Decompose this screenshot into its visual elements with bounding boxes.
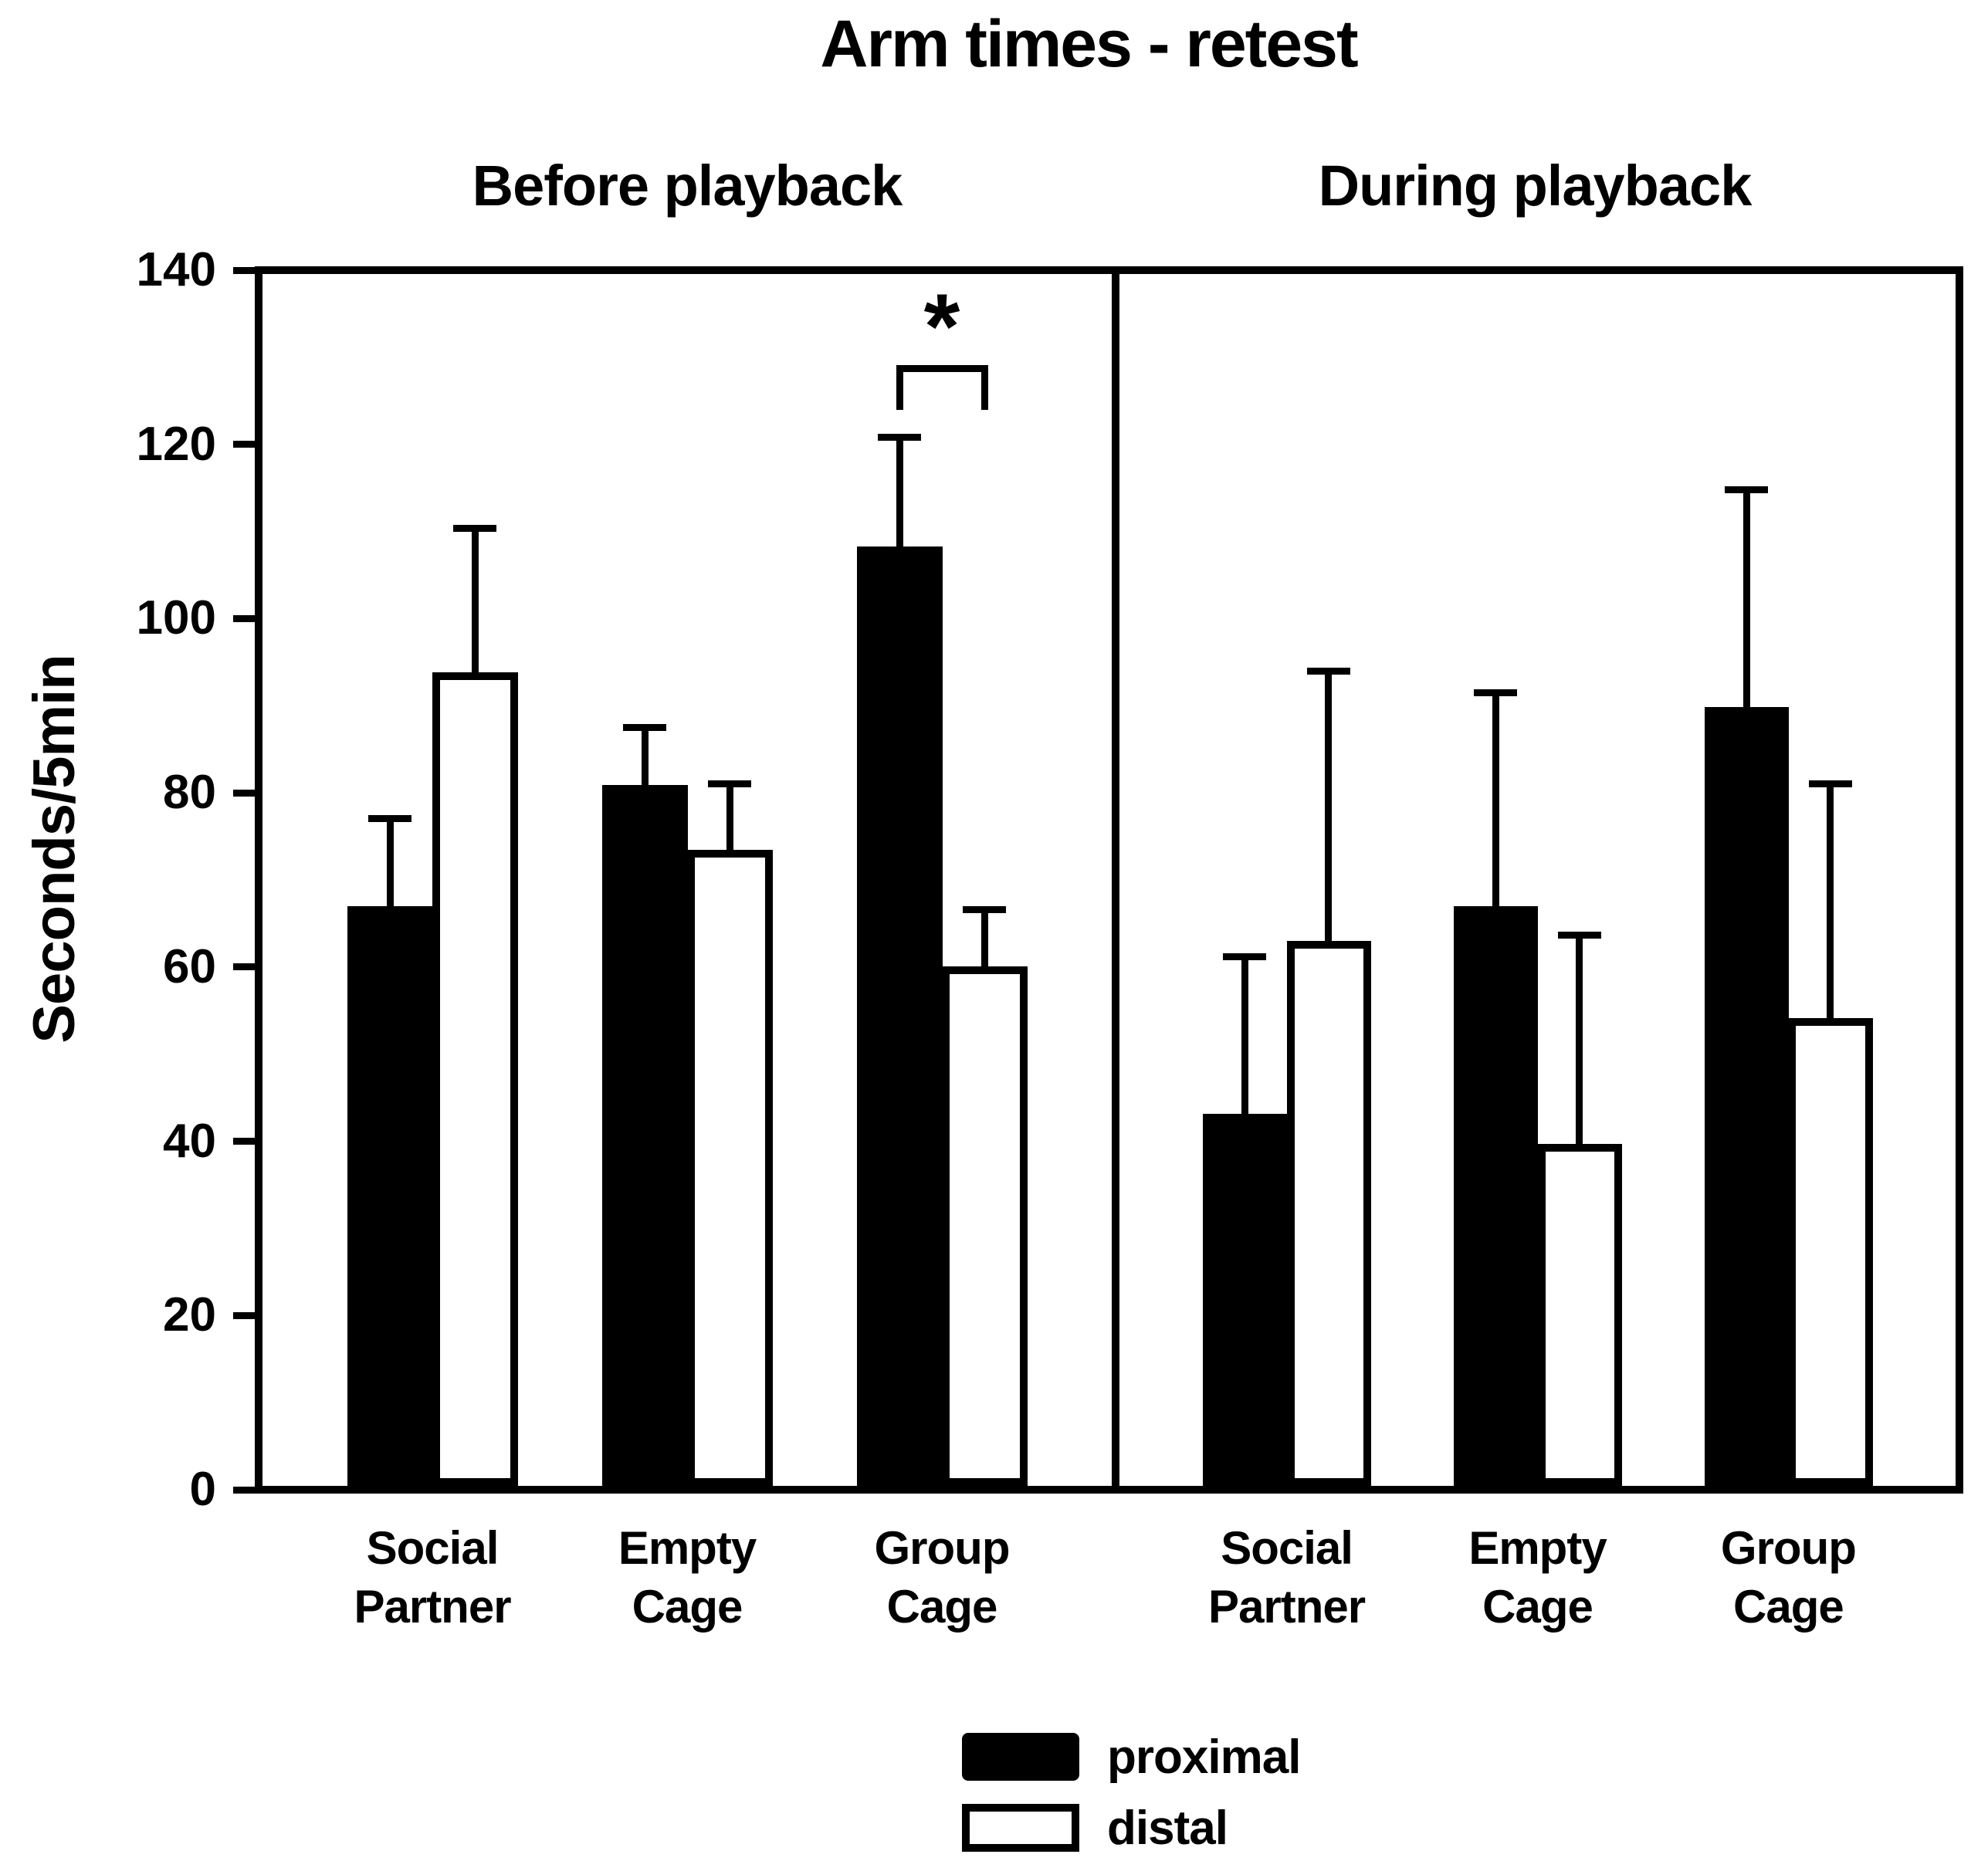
x-label-line: Cage	[886, 1581, 998, 1633]
x-label-line: Group	[874, 1522, 1011, 1574]
y-tick-label-40: 40	[163, 1114, 216, 1168]
y-tick-label-60: 60	[163, 939, 216, 993]
panel-divider-line	[1112, 274, 1119, 1486]
error-bar-stem-distal-1	[726, 784, 733, 850]
y-tick-label-120: 120	[136, 417, 216, 471]
legend: proximal distal	[962, 1731, 1301, 1861]
x-label-group-cage: Group Cage	[874, 1519, 1011, 1636]
x-label-line: Cage	[1482, 1581, 1593, 1633]
bar-proximal-empty-cage	[1454, 905, 1539, 1486]
legend-label-proximal: proximal	[1107, 1730, 1301, 1784]
panel-heading-during-playback: During playback	[1318, 154, 1753, 218]
error-bar-stem-distal-0	[471, 529, 479, 672]
bar-proximal-group-cage	[857, 546, 943, 1486]
y-tick-label-80: 80	[163, 766, 216, 820]
y-tick-20	[233, 1311, 255, 1319]
x-label-line: Cage	[1733, 1581, 1844, 1633]
error-bar-cap-distal-1	[1557, 932, 1601, 939]
error-bar-stem-proximal-0	[1241, 957, 1248, 1114]
y-tick-label-0: 0	[189, 1463, 216, 1516]
x-label-empty-cage: Empty Cage	[1468, 1519, 1607, 1636]
chart-title: Arm times - retest	[820, 7, 1358, 81]
error-bar-stem-proximal-1	[1492, 693, 1499, 906]
bar-distal-empty-cage	[1537, 1144, 1622, 1486]
error-bar-cap-distal-0	[1306, 668, 1350, 675]
error-bar-stem-proximal-0	[386, 818, 394, 906]
x-label-line: Partner	[354, 1581, 511, 1633]
y-tick-100	[233, 614, 255, 622]
y-tick-120	[233, 441, 255, 448]
error-bar-cap-distal-1	[708, 780, 751, 788]
bar-proximal-group-cage	[1705, 706, 1790, 1486]
legend-row-proximal: proximal	[962, 1731, 1301, 1784]
y-tick-40	[233, 1138, 255, 1145]
legend-swatch-distal	[962, 1804, 1079, 1852]
bar-distal-group-cage	[1788, 1018, 1873, 1486]
error-bar-stem-proximal-1	[641, 728, 649, 785]
error-bar-stem-proximal-2	[896, 438, 903, 547]
error-bar-stem-distal-2	[980, 909, 988, 967]
error-bar-cap-distal-2	[1808, 780, 1852, 788]
y-tick-80	[233, 789, 255, 797]
x-label-line: Partner	[1208, 1581, 1366, 1633]
error-bar-stem-distal-0	[1325, 672, 1333, 941]
bar-proximal-social-partner	[1203, 1113, 1288, 1486]
panel-0: *	[262, 274, 1112, 1486]
x-label-line: Cage	[632, 1581, 743, 1633]
bar-distal-social-partner	[1286, 940, 1371, 1486]
significance-bracket	[896, 364, 988, 411]
y-tick-0	[233, 1486, 255, 1494]
bar-distal-group-cage	[942, 966, 1028, 1486]
x-label-line: Empty	[618, 1522, 757, 1574]
y-tick-label-20: 20	[163, 1288, 216, 1342]
x-label-social-partner: Social Partner	[1208, 1519, 1366, 1636]
x-label-group-cage: Group Cage	[1720, 1519, 1857, 1636]
error-bar-stem-distal-1	[1576, 936, 1583, 1145]
legend-label-distal: distal	[1107, 1801, 1228, 1855]
x-label-social-partner: Social Partner	[354, 1519, 511, 1636]
x-label-line: Group	[1720, 1522, 1857, 1574]
error-bar-cap-proximal-1	[1474, 689, 1518, 697]
bar-proximal-empty-cage	[602, 784, 688, 1486]
legend-row-distal: distal	[962, 1802, 1300, 1855]
error-bar-stem-distal-2	[1827, 784, 1834, 1019]
error-bar-cap-proximal-2	[1725, 486, 1769, 493]
bar-distal-empty-cage	[687, 849, 773, 1486]
panel-heading-before-playback: Before playback	[472, 154, 903, 218]
x-label-line: Social	[366, 1522, 500, 1574]
x-label-line: Social	[1221, 1522, 1353, 1574]
significance-asterisk: *	[923, 274, 960, 378]
y-tick-140	[233, 266, 255, 274]
error-bar-cap-proximal-1	[623, 724, 666, 732]
error-bar-cap-proximal-0	[368, 814, 411, 822]
bar-proximal-social-partner	[347, 905, 433, 1486]
error-bar-cap-distal-0	[453, 525, 496, 533]
x-label-line: Empty	[1468, 1522, 1607, 1574]
error-bar-cap-proximal-2	[878, 434, 921, 442]
error-bar-stem-proximal-2	[1742, 489, 1750, 707]
plot-area: *	[255, 266, 1963, 1494]
y-tick-label-100: 100	[136, 591, 216, 645]
y-tick-label-140: 140	[136, 243, 216, 296]
legend-swatch-proximal	[962, 1733, 1079, 1781]
panel-1	[1119, 274, 1956, 1486]
x-label-empty-cage: Empty Cage	[618, 1519, 757, 1636]
error-bar-cap-distal-2	[963, 905, 1006, 913]
y-tick-60	[233, 963, 255, 971]
error-bar-cap-proximal-0	[1223, 953, 1267, 961]
bar-distal-social-partner	[432, 672, 518, 1486]
